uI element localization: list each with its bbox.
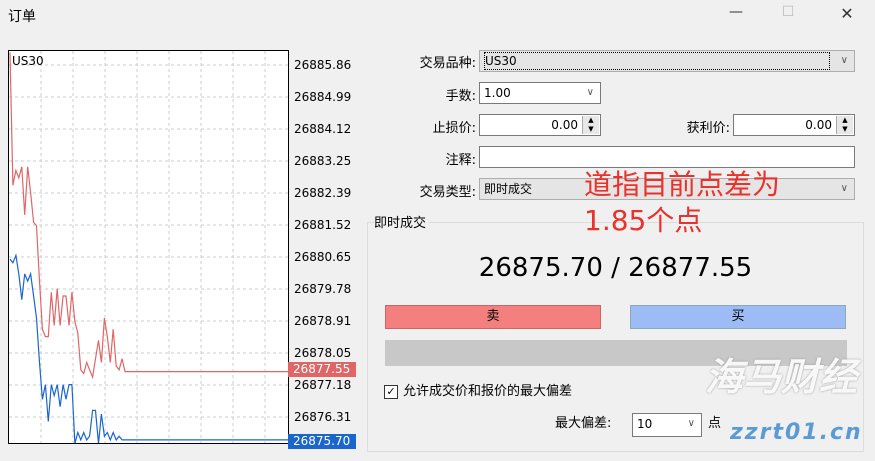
close-button[interactable]: ✕ (840, 4, 854, 23)
sl-value: 0.00 (551, 118, 578, 132)
sl-label: 止损价: (432, 121, 476, 136)
deviation-checkbox-label: 允许成交价和报价的最大偏差 (403, 384, 573, 399)
price-tick-label: 26877.18 (294, 378, 352, 392)
watermark-url: zzrt01.cn (730, 420, 863, 445)
watermark-logo: 海马财经 (705, 355, 858, 399)
sell-button[interactable]: 卖 (385, 305, 601, 329)
execution-group-label: 即时成交 (374, 212, 430, 231)
tick-chart-svg (9, 51, 288, 443)
volume-label: 手数: (445, 89, 476, 104)
symbol-select[interactable]: US30 ∨ (479, 50, 855, 72)
take-profit-input[interactable]: 0.00 ▲ ▼ (733, 114, 855, 136)
bid-line (9, 253, 288, 443)
tp-label: 获利价: (686, 121, 730, 136)
deviation-unit: 点 (708, 416, 722, 431)
chevron-down-icon: ∨ (687, 418, 695, 429)
volume-value: 1.00 (484, 86, 511, 100)
symbol-label: 交易品种: (419, 56, 476, 71)
deviation-checkbox[interactable]: ✓ (384, 385, 398, 399)
price-tick-label: 26879.78 (294, 282, 352, 296)
type-label: 交易类型: (419, 185, 476, 200)
price-tick-label: 26878.91 (294, 314, 352, 328)
price-tick-label: 26884.12 (294, 122, 352, 136)
minimize-button[interactable]: — (729, 4, 743, 20)
status-bar (385, 340, 847, 366)
execution-group (367, 222, 864, 452)
comment-input[interactable] (479, 146, 855, 168)
comment-label: 注释: (445, 153, 476, 168)
tick-chart: US30 (8, 50, 289, 444)
bid-price-label: 26875.70 (288, 434, 356, 449)
spinner-icon[interactable]: ▲ ▼ (582, 116, 599, 134)
order-type-select[interactable]: 即时成交 ∨ (479, 178, 855, 200)
type-value: 即时成交 (484, 182, 533, 196)
symbol-value: US30 (484, 52, 830, 70)
deviation-value: 10 (637, 417, 653, 431)
price-tick-label: 26880.65 (294, 250, 352, 264)
price-tick-label: 26883.25 (294, 154, 352, 168)
price-tick-label: 26885.86 (294, 58, 352, 72)
price-tick-label: 26884.99 (294, 90, 352, 104)
price-tick-label: 26882.39 (294, 186, 352, 200)
annotation-line2: 1.85个点 (584, 204, 703, 237)
quote-display: 26875.70 / 26877.55 (478, 253, 753, 283)
ask-price-label: 26877.55 (288, 362, 356, 377)
ask-line (9, 52, 288, 380)
maximize-button[interactable]: ☐ (781, 4, 795, 20)
volume-select[interactable]: 1.00 ∨ (479, 82, 601, 104)
buy-button[interactable]: 买 (630, 305, 846, 329)
stop-loss-input[interactable]: 0.00 ▲ ▼ (479, 114, 601, 136)
deviation-select[interactable]: 10 ∨ (632, 413, 702, 437)
annotation-line1: 道指目前点差为 (584, 168, 781, 201)
chevron-down-icon: ∨ (840, 183, 848, 194)
deviation-label: 最大偏差: (555, 416, 612, 431)
price-tick-label: 26878.05 (294, 346, 352, 360)
window-title: 订单 (8, 9, 36, 25)
price-tick-label: 26876.31 (294, 410, 352, 424)
price-tick-label: 26881.52 (294, 218, 352, 232)
chart-symbol: US30 (12, 54, 44, 68)
chevron-down-icon: ∨ (586, 87, 594, 98)
tp-value: 0.00 (805, 118, 832, 132)
spinner-icon[interactable]: ▲ ▼ (836, 116, 853, 134)
chevron-down-icon: ∨ (840, 55, 848, 66)
